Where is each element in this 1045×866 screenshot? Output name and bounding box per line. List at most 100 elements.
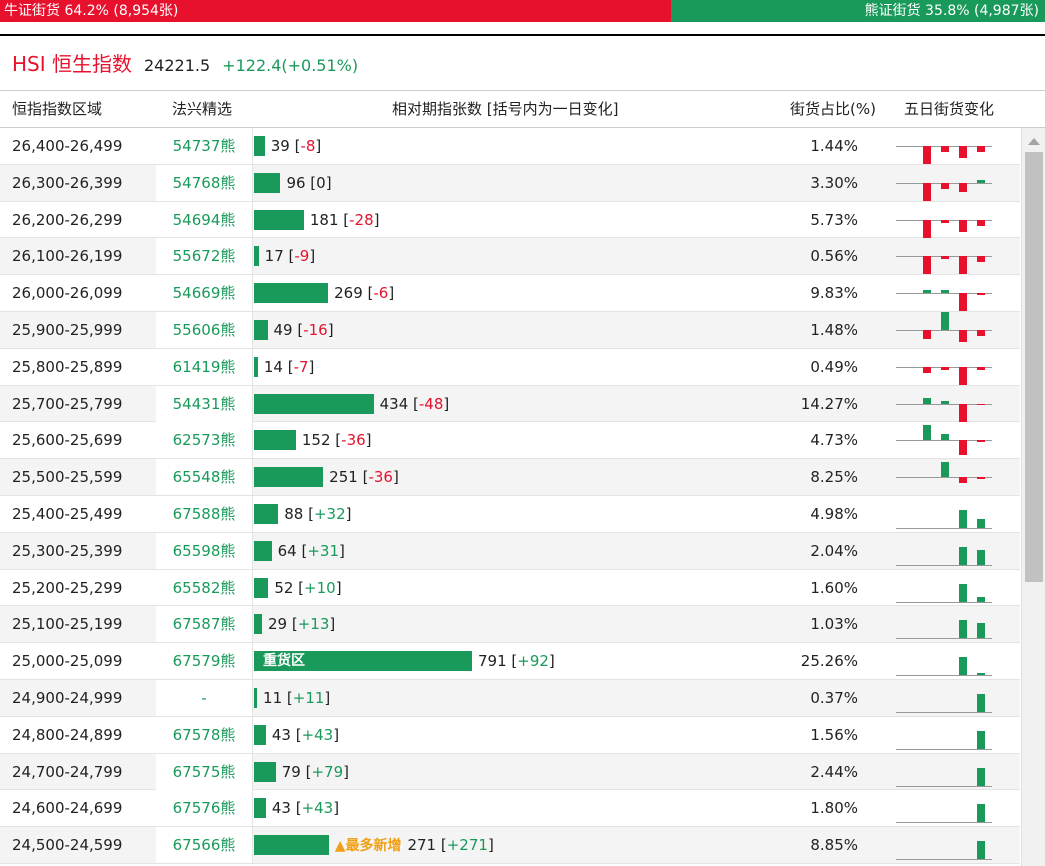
row-bar-zone: 181 [-28]: [252, 201, 772, 238]
row-bracket-close: ]: [548, 652, 555, 671]
row-bar-zone: 52 [+10]: [252, 569, 772, 606]
row-warrant-code-link[interactable]: 65582熊: [172, 578, 236, 597]
sparkline-bar: [923, 290, 931, 294]
row-five-day-sparkline: [896, 827, 996, 863]
row-five-day-sparkline: [896, 349, 996, 385]
row-contract-bar: [254, 761, 276, 782]
row-outstanding-pct: 14.27%: [800, 394, 858, 413]
row-contract-count: 17 [-9]: [265, 238, 316, 274]
row-outstanding-pct: 9.83%: [810, 284, 858, 303]
row-contract-value: 29 [: [267, 615, 298, 634]
row-warrant-code-link[interactable]: 55606熊: [156, 311, 252, 348]
heavy-zone-label: 重货区: [263, 653, 305, 670]
sparkline-bar: [977, 549, 985, 565]
row-outstanding-pct: 8.85%: [810, 836, 858, 855]
row-contract-value: 43 [: [271, 725, 302, 744]
row-contract-bar: [254, 356, 258, 377]
row-contract-value: 251 [: [329, 468, 369, 487]
row-index-range: 25,800-25,899: [12, 357, 123, 376]
row-warrant-code-link[interactable]: 54737熊: [172, 137, 236, 155]
column-header-bar: 相对期指张数 [括号内为一日变化]: [392, 100, 619, 118]
table-row: 26,100-26,199 55672熊 17 [-9] 0.56%: [0, 238, 1020, 276]
sparkline-bar: [923, 425, 931, 441]
row-warrant-code-link[interactable]: 54768熊: [156, 164, 252, 201]
sparkline-bar: [977, 179, 985, 183]
sparkline-bar: [923, 397, 931, 404]
row-warrant-code-link[interactable]: 54694熊: [172, 210, 236, 229]
row-bar-zone: 29 [+13]: [252, 606, 772, 643]
row-bracket-close: ]: [333, 799, 340, 818]
sparkline-bar: [941, 434, 949, 441]
row-warrant-code-link[interactable]: 55672熊: [156, 238, 252, 275]
bull-outstanding-label: 牛证街货 64.2% (8,954张): [0, 0, 671, 22]
row-warrant-code-link[interactable]: 62573熊: [172, 431, 236, 450]
sparkline-bar: [959, 366, 967, 385]
sparkline-bar: [977, 440, 985, 443]
row-contract-count: 49 [-16]: [274, 312, 334, 348]
column-header-pct: 街货占比(%): [790, 100, 876, 118]
row-bar-zone: ▲最多新增 271 [+271]: [252, 827, 772, 864]
row-warrant-code-link[interactable]: 67566熊: [156, 827, 252, 864]
row-contract-count: 88 [+32]: [284, 496, 351, 532]
row-warrant-code-link[interactable]: 54431熊: [156, 385, 252, 422]
sparkline-bar: [977, 329, 985, 336]
sparkline-bar: [959, 477, 967, 484]
row-index-range: 26,300-26,399: [12, 173, 123, 192]
scrollbar-thumb[interactable]: [1025, 152, 1043, 582]
row-five-day-sparkline: [896, 202, 996, 238]
row-contract-value: 152 [: [301, 431, 342, 450]
row-contract-count: 64 [+31]: [278, 533, 345, 569]
row-warrant-code-link[interactable]: 67588熊: [172, 504, 236, 523]
row-warrant-code-link[interactable]: 61419熊: [172, 357, 236, 376]
row-contract-bar: [254, 835, 329, 856]
row-five-day-sparkline: [896, 128, 996, 164]
most-new-badge: ▲最多新增: [334, 838, 402, 855]
row-contract-count: 43 [+43]: [272, 790, 339, 826]
row-bracket-close: ]: [373, 210, 380, 229]
row-warrant-code-link[interactable]: 54669熊: [172, 284, 236, 303]
row-bracket-close: ]: [327, 320, 334, 339]
sparkline-baseline: [896, 293, 992, 295]
sparkline-bar: [977, 293, 985, 295]
table-row: 24,500-24,599 67566熊 ▲最多新增 271 [+271] 8.85%: [0, 827, 1020, 864]
row-outstanding-pct: 1.48%: [810, 320, 858, 339]
table-row: 25,700-25,799 54431熊 434 [-48] 14.27%: [0, 385, 1020, 423]
sparkline-baseline: [896, 403, 992, 405]
row-day-change: +271: [446, 836, 488, 855]
sparkline-bar: [959, 146, 967, 158]
row-bracket-close: ]: [345, 504, 352, 523]
sparkline-bar: [977, 841, 985, 860]
row-bar-zone: 251 [-36]: [252, 459, 772, 496]
row-five-day-sparkline: [896, 422, 996, 458]
index-name[interactable]: HSI 恒生指数: [12, 52, 132, 76]
row-contract-value: 791 [: [478, 652, 518, 671]
table-row: 25,800-25,899 61419熊 14 [-7] 0.49%: [0, 348, 1020, 386]
scrollbar[interactable]: [1021, 128, 1045, 866]
cbbc-distribution-table: 恒指指数区域 法兴精选 相对期指张数 [括号内为一日变化] 街货占比(%) 五日…: [0, 90, 1045, 866]
row-contract-value: 88 [: [284, 504, 314, 523]
row-contract-bar: [254, 136, 265, 156]
scroll-up-arrow-icon[interactable]: [1028, 138, 1040, 145]
row-bracket-close: ]: [443, 394, 450, 413]
row-index-range: 24,700-24,799: [12, 762, 123, 781]
row-warrant-code-link[interactable]: 67587熊: [156, 606, 252, 643]
row-bracket-close: ]: [339, 541, 345, 560]
row-contract-bar: [254, 724, 266, 745]
row-warrant-code-link[interactable]: 67578熊: [172, 725, 236, 744]
sparkline-baseline: [896, 785, 992, 787]
row-warrant-code-link[interactable]: 67575熊: [156, 753, 252, 790]
row-outstanding-pct: 25.26%: [800, 652, 858, 671]
row-warrant-code-link[interactable]: 65548熊: [156, 459, 252, 496]
table-header: 恒指指数区域 法兴精选 相对期指张数 [括号内为一日变化] 街货占比(%) 五日…: [0, 90, 1045, 128]
row-day-change: +43: [301, 799, 334, 818]
row-contract-value: 269 [: [334, 284, 374, 303]
row-index-range: 24,800-24,899: [12, 725, 123, 744]
row-warrant-code-link[interactable]: 65598熊: [156, 532, 252, 569]
row-warrant-code-link[interactable]: 67576熊: [172, 799, 236, 818]
row-index-range: 26,000-26,099: [12, 284, 123, 303]
row-warrant-code-link[interactable]: 67579熊: [172, 652, 236, 671]
sparkline-bar: [941, 462, 949, 478]
row-bar-zone: 重货区 791 [+92]: [252, 643, 772, 680]
sparkline-baseline: [896, 329, 992, 331]
row-contract-bar: [254, 467, 324, 488]
